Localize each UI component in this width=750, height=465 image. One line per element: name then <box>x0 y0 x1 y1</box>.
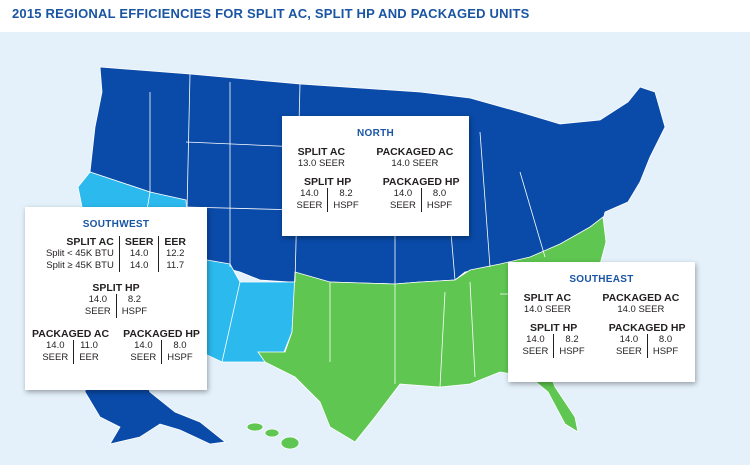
hawaii-shape <box>280 436 300 450</box>
table-row: Split < 45K BTU 14.0 12.2 <box>41 248 192 260</box>
north-split-ac-value: 13.0 SEER <box>297 158 345 169</box>
southeast-packaged-hp-hspf: 8.0 <box>658 334 673 345</box>
north-split-hp-seer-unit: SEER <box>296 200 323 211</box>
southwest-packaged-hp-values: 14.0 SEER 8.0 HSPF <box>123 340 200 364</box>
southwest-row-seer: 14.0 <box>118 248 159 260</box>
southwest-packaged-ac-values: 14.0 SEER 11.0 EER <box>32 340 109 364</box>
southwest-split-hp-hspf: 8.2 <box>127 294 142 305</box>
north-split-ac-label: SPLIT AC <box>297 146 346 158</box>
southeast-region-panel: SOUTHEAST SPLIT AC 14.0 SEER PACKAGED AC… <box>508 262 695 382</box>
north-packaged-hp-seer-unit: SEER <box>389 200 416 211</box>
north-ac-row: SPLIT AC 13.0 SEER PACKAGED AC 14.0 SEER <box>282 146 469 170</box>
southeast-packaged-ac-label: PACKAGED AC <box>602 292 680 304</box>
southwest-split-hp: SPLIT HP 14.0 SEER 8.2 HSPF <box>25 282 207 318</box>
southwest-packaged-hp-seer: 14.0 <box>134 340 153 351</box>
southeast-split-hp-label: SPLIT HP <box>529 322 578 334</box>
north-split-hp: SPLIT HP 14.0 SEER 8.2 HSPF <box>291 176 363 212</box>
southwest-row-seer: 14.0 <box>118 260 159 272</box>
southwest-packaged-ac: PACKAGED AC 14.0 SEER 11.0 EER <box>32 328 109 364</box>
southeast-split-hp-hspf: 8.2 <box>565 334 579 345</box>
southeast-packaged-hp-hspf-unit: HSPF <box>652 346 679 357</box>
southwest-region-panel: SOUTHWEST SPLIT AC SEER EER Split < 45K … <box>25 207 207 390</box>
north-split-hp-label: SPLIT HP <box>303 176 352 188</box>
southwest-packaged-ac-seer-unit: SEER <box>42 352 69 363</box>
southwest-row-eer: 12.2 <box>158 248 192 260</box>
north-split-hp-seer: 14.0 <box>300 188 319 199</box>
southeast-split-ac: SPLIT AC 14.0 SEER <box>524 292 571 316</box>
southwest-row-name: Split ≥ 45K BTU <box>46 260 114 271</box>
north-split-ac: SPLIT AC 13.0 SEER <box>298 146 345 170</box>
southwest-split-ac-table: SPLIT AC SEER EER Split < 45K BTU 14.0 1… <box>41 236 192 272</box>
southeast-split-hp: SPLIT HP 14.0 SEER 8.2 HSPF <box>517 322 589 358</box>
southwest-heading: SOUTHWEST <box>82 219 150 230</box>
southeast-packaged-hp-values: 14.0 SEER 8.0 HSPF <box>609 334 686 358</box>
hawaii-shape <box>246 422 264 432</box>
southwest-packaged-ac-seer: 14.0 <box>46 340 65 351</box>
southeast-split-ac-label: SPLIT AC <box>523 292 572 304</box>
north-region-panel: NORTH SPLIT AC 13.0 SEER PACKAGED AC 14.… <box>282 116 469 236</box>
southwest-split-ac-label: SPLIT AC <box>66 236 114 248</box>
southwest-split-hp-values: 14.0 SEER 8.2 HSPF <box>25 294 207 318</box>
southeast-split-hp-seer: 14.0 <box>526 334 545 345</box>
southeast-packaged-hp-seer-unit: SEER <box>615 346 642 357</box>
southeast-packaged-ac: PACKAGED AC 14.0 SEER <box>602 292 679 316</box>
southwest-split-hp-seer: 14.0 <box>88 294 108 305</box>
southeast-packaged-ac-value: 14.0 SEER <box>617 304 665 315</box>
southwest-packaged-ac-label: PACKAGED AC <box>32 328 110 340</box>
southeast-split-hp-values: 14.0 SEER 8.2 HSPF <box>517 334 589 358</box>
hawaii-shape <box>264 428 280 438</box>
southwest-packaged-ac-eer: 11.0 <box>80 340 98 351</box>
southeast-split-hp-hspf-unit: HSPF <box>559 346 585 357</box>
southwest-packaged-hp-label: PACKAGED HP <box>123 328 200 340</box>
southwest-split-hp-seer-unit: SEER <box>84 306 111 317</box>
north-packaged-hp-label: PACKAGED HP <box>382 176 460 188</box>
southeast-split-ac-value: 14.0 SEER <box>523 304 571 315</box>
southwest-packaged-hp-hspf: 8.0 <box>173 340 187 351</box>
north-packaged-hp: PACKAGED HP 14.0 SEER 8.0 HSPF <box>383 176 460 212</box>
southwest-packaged-hp-hspf-unit: HSPF <box>167 352 193 363</box>
page-title: 2015 REGIONAL EFFICIENCIES FOR SPLIT AC,… <box>12 6 530 21</box>
southeast-ac-row: SPLIT AC 14.0 SEER PACKAGED AC 14.0 SEER <box>508 292 695 316</box>
southwest-eer-column-header: EER <box>158 236 192 248</box>
north-heading: NORTH <box>356 128 395 139</box>
southwest-packaged-hp: PACKAGED HP 14.0 SEER 8.0 HSPF <box>123 328 200 364</box>
north-packaged-hp-values: 14.0 SEER 8.0 HSPF <box>383 188 460 212</box>
southwest-row-eer: 11.7 <box>158 260 192 272</box>
north-hp-row: SPLIT HP 14.0 SEER 8.2 HSPF PACKAGED HP 14… <box>282 176 469 212</box>
southeast-packaged-hp-label: PACKAGED HP <box>608 322 686 334</box>
southwest-split-hp-hspf-unit: HSPF <box>121 306 148 317</box>
north-packaged-hp-hspf: 8.0 <box>432 188 447 199</box>
north-packaged-ac: PACKAGED AC 14.0 SEER <box>376 146 453 170</box>
southwest-packaged-hp-seer-unit: SEER <box>130 352 157 363</box>
north-split-hp-hspf: 8.2 <box>339 188 353 199</box>
southwest-seer-column-header: SEER <box>118 236 159 248</box>
north-split-hp-values: 14.0 SEER 8.2 HSPF <box>291 188 363 212</box>
southwest-packaged-row: PACKAGED AC 14.0 SEER 11.0 EER PACKAGED HP… <box>25 328 207 364</box>
southeast-packaged-hp: PACKAGED HP 14.0 SEER 8.0 HSPF <box>609 322 686 358</box>
north-packaged-hp-hspf-unit: HSPF <box>426 200 453 211</box>
table-row: Split ≥ 45K BTU 14.0 11.7 <box>41 260 192 272</box>
north-split-hp-hspf-unit: HSPF <box>333 200 359 211</box>
southeast-packaged-hp-seer: 14.0 <box>619 334 639 345</box>
southwest-split-hp-label: SPLIT HP <box>92 282 140 294</box>
southeast-hp-row: SPLIT HP 14.0 SEER 8.2 HSPF PACKAGED HP 14… <box>508 322 695 358</box>
southeast-heading: SOUTHEAST <box>569 274 634 285</box>
north-packaged-ac-label: PACKAGED AC <box>376 146 454 158</box>
southwest-row-name: Split < 45K BTU <box>45 248 114 259</box>
southeast-split-hp-seer-unit: SEER <box>522 346 549 357</box>
southwest-split-ac-header: SPLIT AC SEER EER <box>41 236 192 248</box>
north-packaged-hp-seer: 14.0 <box>393 188 413 199</box>
southwest-packaged-ac-eer-unit: EER <box>79 352 99 363</box>
north-packaged-ac-value: 14.0 SEER <box>391 158 439 169</box>
